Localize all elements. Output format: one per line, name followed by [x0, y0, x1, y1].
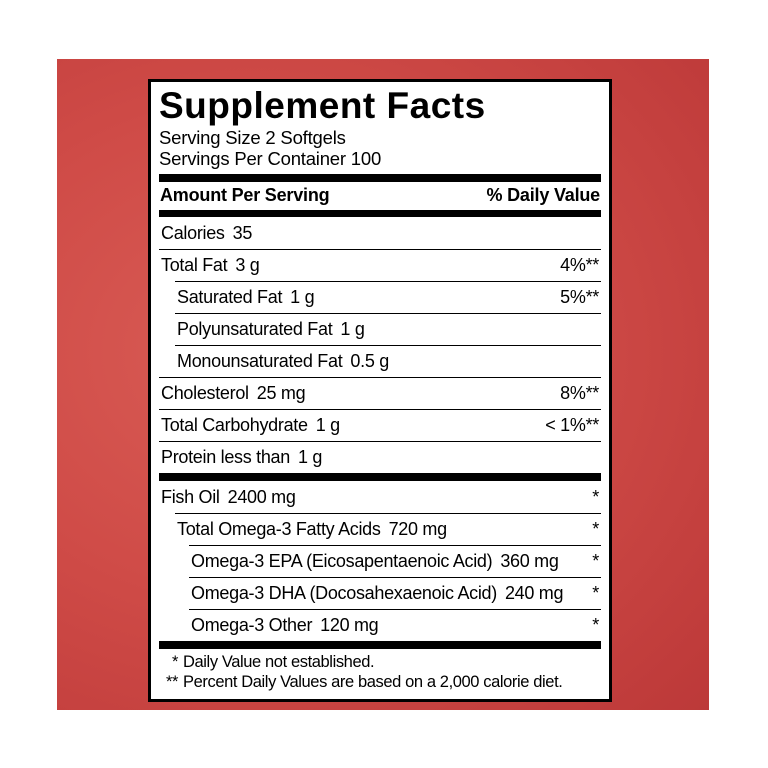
nutrient-amount: 0.5 g — [350, 351, 389, 371]
nutrient-row: Monounsaturated Fat 0.5 g — [175, 345, 601, 377]
nutrient-name: Total Fat — [161, 255, 228, 275]
nutrient-row: Omega-3 EPA (Eicosapentaenoic Acid) 360 … — [189, 545, 601, 577]
nutrient-name: Total Omega-3 Fatty Acids — [177, 519, 381, 539]
nutrient-rows: Calories 35 Total Fat 3 g 4%** Saturated… — [159, 217, 601, 641]
column-header-row: Amount Per Serving % Daily Value — [159, 182, 601, 210]
nutrient-name: Omega-3 DHA (Docosahexaenoic Acid) — [191, 583, 497, 603]
nutrient-amount: 2400 mg — [227, 486, 296, 507]
nutrient-name: Fish Oil — [161, 486, 220, 507]
daily-value: 4%** — [560, 255, 599, 275]
daily-value: * — [592, 486, 599, 507]
nutrient-name: Saturated Fat — [177, 287, 283, 307]
nutrient-name: Omega-3 EPA (Eicosapentaenoic Acid) — [191, 551, 493, 571]
nutrient-amount: 720 mg — [388, 519, 448, 539]
thick-divider-bottom — [159, 641, 601, 649]
footnote-text: Percent Daily Values are based on a 2,00… — [183, 673, 563, 691]
nutrient-amount: 1 g — [315, 415, 340, 435]
daily-value: * — [592, 551, 599, 571]
thick-divider-header — [159, 210, 601, 217]
supplement-facts-title: Supplement Facts — [159, 85, 486, 126]
footnote-marker: ** — [165, 673, 178, 691]
nutrient-row: Polyunsaturated Fat 1 g — [175, 313, 601, 345]
nutrient-row: Protein less than 1 g — [159, 441, 601, 473]
supplement-facts-panel: Supplement Facts Serving Size 2 Softgels… — [148, 79, 612, 702]
serving-size-text: Serving Size 2 Softgels — [159, 127, 346, 148]
nutrient-amount: 3 g — [235, 255, 260, 275]
nutrient-row: Total Fat 3 g 4%** — [159, 249, 601, 281]
thick-divider-top — [159, 174, 601, 182]
daily-value: * — [592, 519, 599, 539]
servings-per-container-text: Servings Per Container 100 — [159, 148, 382, 169]
nutrient-name: Monounsaturated Fat — [177, 351, 343, 371]
thick-divider-middle — [159, 473, 601, 481]
nutrient-name: Polyunsaturated Fat — [177, 319, 333, 339]
daily-value: 8%** — [560, 383, 599, 403]
footnotes: * Daily Value not established. ** Percen… — [159, 649, 601, 694]
nutrient-amount: 120 mg — [320, 615, 379, 635]
nutrient-name: Cholesterol — [161, 383, 249, 403]
nutrient-name: Omega-3 Other — [191, 615, 313, 635]
footnote-text: Daily Value not established. — [183, 653, 375, 671]
daily-value: < 1%** — [545, 415, 599, 435]
footnote-marker: * — [171, 653, 178, 671]
nutrient-amount: 35 — [232, 222, 253, 243]
nutrient-row: Omega-3 DHA (Docosahexaenoic Acid) 240 m… — [189, 577, 601, 609]
nutrient-amount: 1 g — [290, 287, 315, 307]
daily-value: 5%** — [560, 287, 599, 307]
nutrient-row: Fish Oil 2400 mg * — [159, 481, 601, 513]
nutrient-row: Saturated Fat 1 g 5%** — [175, 281, 601, 313]
nutrient-row: Total Omega-3 Fatty Acids 720 mg * — [175, 513, 601, 545]
nutrient-amount: 1 g — [340, 319, 365, 339]
nutrient-row: Omega-3 Other 120 mg * — [189, 609, 601, 641]
footnote: * Daily Value not established. — [159, 652, 601, 672]
nutrient-amount: 1 g — [297, 447, 323, 467]
red-card-background: Supplement Facts Serving Size 2 Softgels… — [57, 59, 709, 710]
nutrient-row: Calories 35 — [159, 217, 601, 249]
nutrient-row: Cholesterol 25 mg 8%** — [159, 377, 601, 409]
nutrient-amount: 25 mg — [256, 383, 306, 403]
nutrient-row: Total Carbohydrate 1 g < 1%** — [159, 409, 601, 441]
nutrient-name: Calories — [161, 222, 225, 243]
nutrient-amount: 360 mg — [500, 551, 559, 571]
nutrient-name: Protein less than — [161, 447, 290, 467]
nutrient-amount: 240 mg — [504, 583, 564, 603]
amount-per-serving-header: Amount Per Serving — [160, 185, 330, 205]
daily-value-header: % Daily Value — [486, 185, 601, 205]
footnote: ** Percent Daily Values are based on a 2… — [159, 672, 601, 692]
nutrient-name: Total Carbohydrate — [161, 415, 308, 435]
daily-value: * — [592, 583, 599, 603]
daily-value: * — [592, 615, 599, 635]
